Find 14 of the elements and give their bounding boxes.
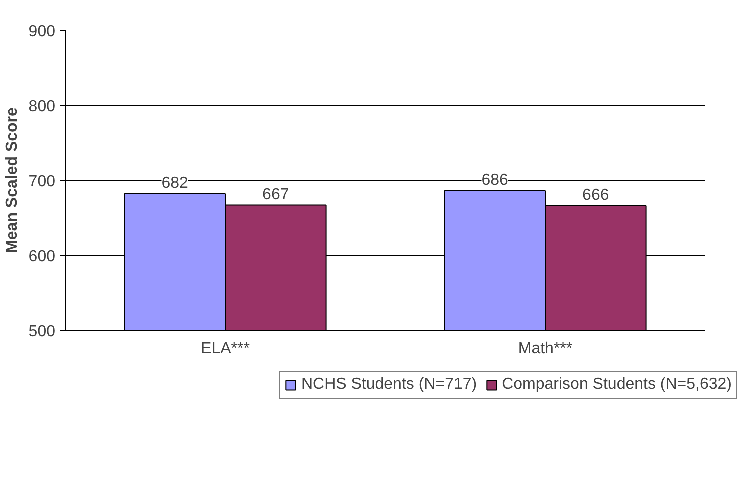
y-tick-label: 600 [28, 248, 56, 266]
data-label: 666 [582, 187, 610, 204]
y-tick-label: 700 [28, 174, 56, 190]
data-label: 686 [482, 172, 509, 189]
data-label: 682 [162, 175, 189, 192]
legend-label: NCHS Students (N=717) [301, 376, 478, 394]
y-tick-label: 800 [28, 98, 56, 116]
x-tick-label: ELA*** [201, 340, 250, 358]
y-tick-label: 900 [28, 24, 56, 40]
y-tick-label: 500 [28, 324, 56, 340]
y-axis-title: Mean Scaled Score [4, 107, 21, 254]
data-label: 667 [262, 186, 290, 204]
x-tick-label: Math*** [518, 340, 573, 358]
legend-label: Comparison Students (N=5,632) [502, 376, 732, 394]
